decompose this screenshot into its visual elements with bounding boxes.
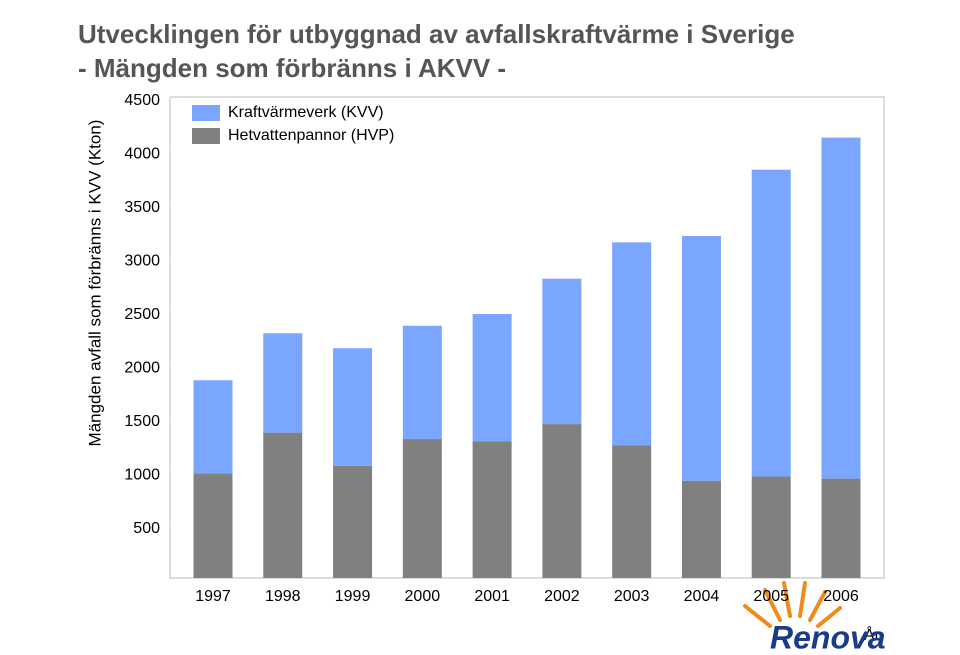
bar-segment (751, 169, 791, 477)
bar-segment (542, 278, 582, 425)
x-axis-label: År (864, 625, 881, 644)
x-tick-label: 2003 (614, 588, 650, 605)
bar-segment (612, 445, 652, 578)
bar-segment (612, 242, 652, 446)
bar-segment (333, 348, 373, 466)
x-tick-label: 1999 (335, 588, 371, 605)
bar-segment (193, 380, 233, 474)
legend-label: Hetvattenpannor (HVP) (228, 127, 394, 144)
y-tick-label: 3500 (124, 199, 160, 216)
x-tick-label: 1997 (195, 588, 231, 605)
bar-segment (542, 424, 582, 578)
y-tick-label: 2500 (124, 306, 160, 323)
bar-segment (402, 325, 442, 440)
x-tick-label: 2000 (405, 588, 441, 605)
x-tick-label: 2004 (684, 588, 720, 605)
y-tick-label: 1500 (124, 413, 160, 430)
bar-segment (821, 137, 861, 479)
chart-title: Utvecklingen för utbyggnad av avfallskra… (78, 19, 795, 49)
legend-label: Kraftvärmeverk (KVV) (228, 104, 384, 121)
y-tick-label: 500 (133, 520, 160, 537)
bar-segment (193, 473, 233, 578)
logo: Renova (743, 581, 886, 655)
y-axis-label: Mängden avfall som förbränns i KVV (Kton… (85, 120, 104, 447)
y-tick-label: 3000 (124, 253, 160, 270)
logo-text: Renova (770, 619, 886, 655)
legend-swatch (192, 105, 220, 121)
y-tick-label: 1000 (124, 466, 160, 483)
y-tick-label: 4500 (124, 92, 160, 109)
bar-segment (472, 441, 512, 578)
chart-subtitle: - Mängden som förbränns i AKVV - (78, 53, 506, 83)
bar-segment (263, 333, 303, 433)
bar-segment (333, 465, 373, 578)
x-tick-label: 2005 (753, 588, 789, 605)
bar-segment (263, 432, 303, 578)
plot-frame (169, 96, 885, 579)
y-tick-label: 4000 (124, 146, 160, 163)
bar-segment (472, 313, 512, 442)
bar-segment (821, 478, 861, 578)
x-tick-label: 2002 (544, 588, 580, 605)
x-tick-label: 2006 (823, 588, 859, 605)
bar-segment (681, 480, 721, 578)
bar-segment (402, 439, 442, 578)
legend-swatch (192, 128, 220, 144)
x-tick-label: 2001 (474, 588, 510, 605)
y-tick-label: 2000 (124, 359, 160, 376)
bar-segment (681, 235, 721, 481)
x-tick-label: 1998 (265, 588, 301, 605)
bar-segment (751, 476, 791, 578)
